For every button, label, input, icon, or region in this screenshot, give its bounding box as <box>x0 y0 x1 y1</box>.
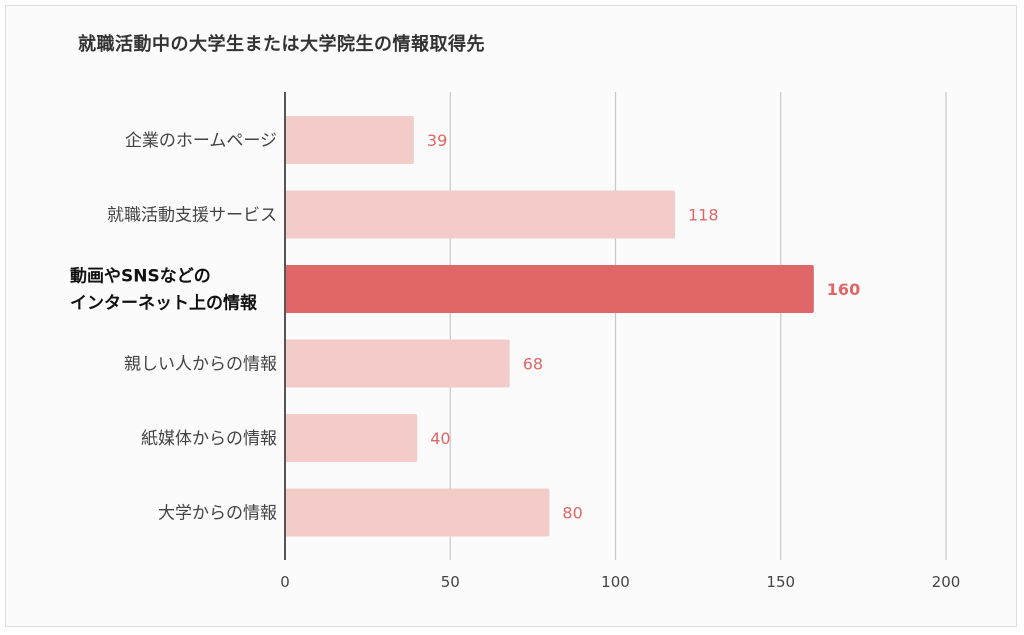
value-label: 80 <box>562 504 582 523</box>
value-label: 118 <box>688 206 719 225</box>
bar <box>285 116 414 164</box>
value-label: 40 <box>430 429 450 448</box>
category-label: 動画やSNSなどのインターネット上の情報 <box>70 266 258 314</box>
x-tick-label: 100 <box>601 573 630 591</box>
bar <box>285 339 510 388</box>
x-tick-label: 150 <box>766 573 795 591</box>
value-label: 68 <box>523 355 543 374</box>
bar <box>285 190 675 239</box>
category-label: 紙媒体からの情報 <box>141 429 277 449</box>
x-tick-label: 200 <box>932 573 961 591</box>
chart-title: 就職活動中の大学生または大学院生の情報取得先 <box>78 34 485 55</box>
x-tick-label: 0 <box>280 573 290 591</box>
value-label: 160 <box>827 280 860 299</box>
value-label: 39 <box>427 131 447 150</box>
bar <box>285 488 550 537</box>
category-label: 親しい人からの情報 <box>124 355 277 375</box>
bar <box>285 414 418 462</box>
bar <box>285 265 814 313</box>
category-label: 大学からの情報 <box>158 504 277 524</box>
x-tick-label: 50 <box>441 573 460 591</box>
category-label: 就職活動支援サービス <box>107 206 277 226</box>
category-label: 企業のホームページ <box>125 131 277 151</box>
